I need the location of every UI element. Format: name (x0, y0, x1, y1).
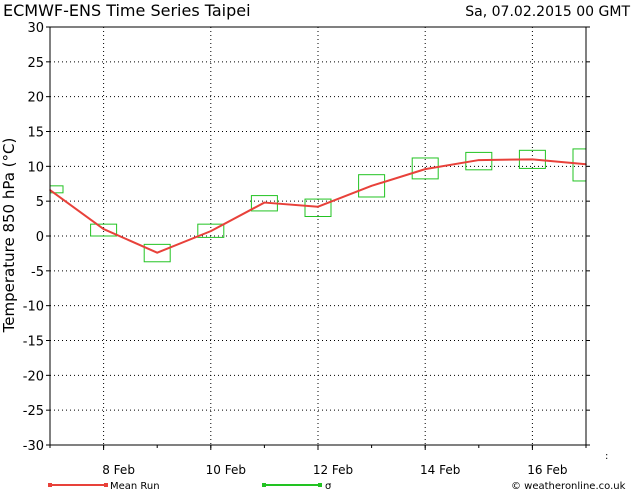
sigma-box (465, 151, 493, 171)
y-tick-label: 30 (27, 21, 44, 36)
sigma-box (90, 223, 118, 237)
mean-run-point (531, 158, 534, 161)
y-tick-label: -20 (23, 369, 44, 384)
plot-frame (49, 26, 587, 446)
y-tick-label: 10 (27, 160, 44, 175)
y-tick-label: -10 (23, 300, 44, 315)
sigma-box (304, 198, 332, 217)
x-tick-label: 14 Feb (420, 463, 460, 477)
run-date: Sa, 07.02.2015 00 GMT (465, 4, 630, 20)
y-axis-label: Temperature 850 hPa (°C) (0, 138, 18, 334)
y-tick-label: -5 (31, 265, 44, 280)
x-axis-marker: : (605, 451, 608, 462)
mean-run-point (478, 159, 480, 161)
x-axis: 8 Feb 10 Feb 12 Feb 14 Feb 16 Feb (49, 445, 587, 477)
y-tick-label: -25 (23, 404, 44, 419)
y-tick-label: 20 (27, 91, 44, 106)
x-tick-label: 8 Feb (102, 463, 135, 477)
mean-run-point (317, 205, 319, 208)
x-tick-label: 10 Feb (206, 463, 246, 477)
y-axis: 30 25 20 15 10 5 0 -5 -10 -15 -20 -25 -30 (23, 21, 590, 454)
y-tick-label: -30 (23, 439, 44, 454)
mean-run-point (102, 228, 105, 230)
y-tick-label: -15 (23, 335, 44, 350)
legend-mean-run: Mean Run (48, 481, 160, 490)
sigma-box (358, 174, 386, 198)
y-tick-label: 5 (36, 195, 44, 210)
credit-text: © weatheronline.co.uk (511, 481, 626, 490)
x-tick-label: 16 Feb (527, 463, 567, 477)
y-tick-label: 25 (27, 56, 44, 71)
grid (50, 27, 586, 445)
legend-sigma-label: σ (325, 481, 332, 490)
mean-run-point (424, 168, 427, 170)
sigma-box (143, 243, 171, 263)
mean-run-point (263, 201, 266, 204)
sigma-box (197, 223, 225, 238)
mean-run-point (156, 251, 158, 254)
mean-run-point (210, 230, 212, 232)
legend-sigma: σ (262, 481, 332, 490)
sigma-box (411, 157, 439, 180)
x-tick-label: 12 Feb (313, 463, 353, 477)
y-tick-label: 0 (36, 230, 44, 245)
chart-title: ECMWF-ENS Time Series Taipei (3, 1, 251, 20)
legend: Mean Run σ (48, 481, 332, 490)
legend-mean-label: Mean Run (110, 481, 160, 490)
mean-run-point (370, 185, 373, 187)
y-tick-label: 15 (27, 126, 44, 141)
